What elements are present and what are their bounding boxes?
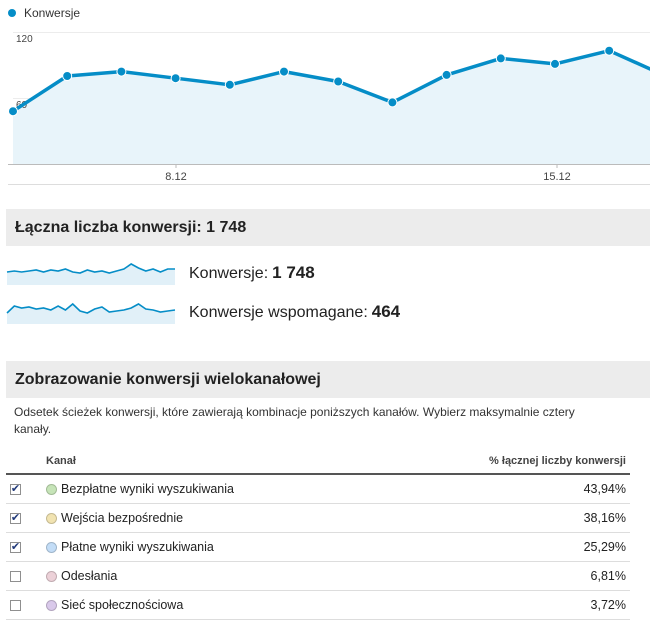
table-header-row: Kanał % łącznej liczby konwersji — [6, 449, 630, 475]
table-row: Sieć społecznościowa 3,72% — [6, 590, 630, 620]
channel-name: Bezpłatne wyniki wyszukiwania — [61, 482, 234, 496]
channels-table: Kanał % łącznej liczby konwersji ✔ Bezpła… — [6, 449, 630, 620]
conversions-metric-value: 1 748 — [272, 263, 315, 282]
channel-percent: 3,72% — [379, 590, 630, 620]
channel-color-icon — [46, 484, 57, 496]
data-point[interactable] — [116, 66, 127, 77]
channel-percent: 43,94% — [379, 474, 630, 504]
table-row: Odesłania 6,81% — [6, 561, 630, 591]
assisted-conversions-metric-value: 464 — [371, 302, 401, 321]
multichannel-description: Odsetek ścieżek konwersji, które zawiera… — [14, 405, 575, 436]
sparkline-line — [6, 263, 175, 274]
check-icon: ✔ — [10, 541, 21, 554]
data-point[interactable] — [495, 53, 506, 64]
assisted-conversions-sparkline — [6, 302, 176, 324]
checkbox-cell: ✔ — [6, 474, 46, 504]
sparkline-area — [7, 264, 175, 285]
y-tick-label: 120 — [16, 34, 33, 45]
table-row: ✔ Wejścia bezpośrednie 38,16% — [6, 503, 630, 533]
channel-percent: 38,16% — [379, 503, 630, 533]
channel-checkbox[interactable] — [10, 600, 21, 612]
channel-name: Wejścia bezpośrednie — [61, 511, 184, 525]
checkbox-column-header — [6, 449, 46, 475]
data-point[interactable] — [8, 106, 18, 117]
checkbox-cell — [6, 561, 46, 591]
channel-column-header[interactable]: Kanał — [46, 449, 380, 475]
data-point[interactable] — [550, 58, 560, 69]
channel-percent: 25,29% — [379, 532, 630, 562]
legend-dot-icon — [8, 9, 16, 17]
channel-cell: Sieć społecznościowa — [46, 590, 380, 620]
percent-column-header[interactable]: % łącznej liczby konwersji — [379, 449, 630, 475]
check-icon: ✔ — [10, 512, 21, 525]
data-point[interactable] — [604, 45, 615, 56]
data-point[interactable] — [441, 69, 452, 80]
channel-name: Sieć społecznościowa — [61, 598, 184, 612]
x-tick-label: 15.12 — [543, 171, 571, 183]
data-point[interactable] — [333, 76, 344, 87]
table-row: ✔ Bezpłatne wyniki wyszukiwania 43,94% — [6, 474, 630, 504]
data-point[interactable] — [170, 73, 181, 84]
channel-color-icon — [46, 513, 57, 525]
chart-legend: Konwersje — [8, 6, 80, 20]
check-icon: ✔ — [10, 483, 21, 496]
assisted-conversions-metric-label: Konwersje wspomagane: — [189, 304, 368, 321]
channel-color-icon — [46, 600, 57, 612]
channel-cell: Płatne wyniki wyszukiwania — [46, 532, 380, 562]
conversions-metric-label: Konwersje: — [189, 265, 269, 282]
checkbox-cell: ✔ — [6, 503, 46, 533]
channel-name: Odesłania — [61, 569, 118, 583]
x-tick-label: 8.12 — [165, 171, 186, 183]
conversions-metric: Konwersje: 1 748 — [189, 263, 315, 283]
data-point[interactable] — [387, 97, 398, 108]
channel-checkbox[interactable] — [10, 571, 21, 583]
data-point[interactable] — [62, 71, 73, 81]
data-point[interactable] — [224, 79, 235, 90]
multichannel-header: Zobrazowanie konwersji wielokanałowej — [6, 361, 650, 398]
channel-cell: Wejścia bezpośrednie — [46, 503, 380, 533]
sparkline-line — [6, 302, 176, 314]
channel-checkbox[interactable]: ✔ — [10, 541, 21, 554]
channel-name: Płatne wyniki wyszukiwania — [61, 540, 214, 554]
checkbox-cell: ✔ — [6, 532, 46, 562]
channel-color-icon — [46, 542, 57, 554]
assisted-conversions-metric: Konwersje wspomagane: 464 — [189, 302, 400, 322]
data-point[interactable] — [279, 66, 289, 77]
sparkline-area — [7, 304, 175, 324]
total-conversions-header: Łączna liczba konwersji: 1 748 — [6, 209, 650, 246]
legend-label: Konwersje — [24, 6, 81, 20]
conversions-sparkline — [6, 263, 175, 285]
channel-cell: Bezpłatne wyniki wyszukiwania — [46, 474, 380, 504]
channel-color-icon — [46, 571, 57, 583]
table-row: ✔ Płatne wyniki wyszukiwania 25,29% — [6, 532, 630, 562]
channel-checkbox[interactable]: ✔ — [10, 512, 21, 525]
channel-cell: Odesłania — [46, 561, 380, 591]
channel-percent: 6,81% — [379, 561, 630, 591]
checkbox-cell — [6, 590, 46, 620]
channel-checkbox[interactable]: ✔ — [10, 483, 21, 496]
